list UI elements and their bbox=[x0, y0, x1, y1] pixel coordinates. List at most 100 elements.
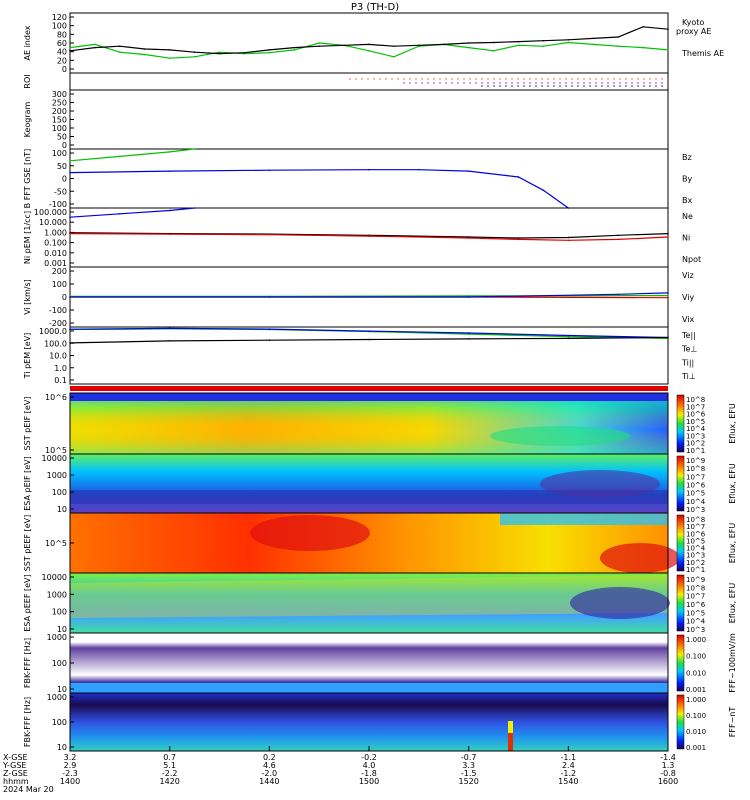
data-point bbox=[94, 46, 96, 49]
legend-label: Vix bbox=[682, 315, 695, 324]
legend-label: Te⊥ bbox=[681, 345, 697, 354]
y-axis-label: ESA pEEF [eV] bbox=[23, 574, 32, 631]
data-point bbox=[168, 57, 171, 60]
panel-frame-2 bbox=[69, 89, 669, 150]
roi-dot bbox=[553, 82, 555, 84]
roi-dot bbox=[553, 85, 555, 87]
roi-dot bbox=[535, 85, 537, 87]
roi-dot bbox=[655, 82, 657, 84]
data-point bbox=[119, 45, 121, 48]
roi-dot bbox=[607, 82, 609, 84]
roi-dot bbox=[493, 85, 495, 87]
roi-dot bbox=[649, 78, 651, 80]
footer-row-label: Z-GSE bbox=[3, 769, 28, 778]
legend-label: Bx bbox=[682, 196, 692, 205]
roi-dot bbox=[607, 78, 609, 80]
colorbar-tick-label: 10^7 bbox=[686, 593, 705, 601]
data-point bbox=[567, 38, 570, 41]
data-point bbox=[193, 207, 196, 209]
data-point bbox=[592, 37, 595, 40]
roi-dot bbox=[535, 78, 537, 80]
roi-dot bbox=[355, 78, 357, 80]
data-point bbox=[318, 42, 320, 44]
z-gse-value: -2.3 bbox=[62, 769, 78, 778]
colorbar-label: FFF~nT bbox=[728, 707, 737, 738]
y-tick-label: 0 bbox=[62, 175, 67, 184]
spectrogram-12 bbox=[70, 693, 668, 751]
legend-label: Viz bbox=[682, 271, 694, 280]
roi-dot bbox=[427, 82, 429, 84]
y-tick-label: 300 bbox=[52, 90, 67, 99]
roi-dot bbox=[511, 82, 513, 84]
roi-dot bbox=[367, 78, 369, 80]
colorbar-tick-label: 10^6 bbox=[686, 601, 706, 609]
roi-dot bbox=[415, 82, 417, 84]
data-point bbox=[467, 170, 470, 172]
roi-dot bbox=[577, 85, 579, 87]
data-point bbox=[69, 50, 71, 52]
colorbar-tick-label: 10^4 bbox=[686, 618, 706, 626]
data-point bbox=[617, 293, 619, 296]
colorbar-tick-label: 10^7 bbox=[686, 523, 705, 531]
roi-dot bbox=[547, 82, 549, 84]
data-point bbox=[642, 46, 644, 49]
status-strip bbox=[70, 386, 668, 391]
data-point bbox=[69, 160, 71, 162]
data-point bbox=[268, 169, 271, 172]
data-point bbox=[293, 49, 296, 51]
colorbar-tick-label: 10^6 bbox=[686, 482, 706, 490]
roi-dot bbox=[397, 78, 399, 80]
spectrogram-10 bbox=[70, 573, 668, 633]
roi-dot bbox=[661, 82, 663, 84]
data-point bbox=[119, 155, 121, 158]
roi-dot bbox=[481, 82, 483, 84]
legend-label: Ti⊥ bbox=[681, 372, 696, 381]
data-point bbox=[268, 296, 271, 298]
roi-dot bbox=[541, 78, 543, 80]
footer-row-label: X-GSE bbox=[3, 753, 28, 762]
x-gse-value: 3.2 bbox=[64, 753, 77, 762]
roi-dot bbox=[565, 78, 567, 80]
y-axis-label: ESA pEIF [eV] bbox=[23, 456, 32, 511]
data-point bbox=[567, 41, 570, 44]
spectrogram-band bbox=[70, 490, 668, 504]
legend-label: Bz bbox=[682, 153, 692, 162]
data-point bbox=[69, 171, 71, 174]
time-tick-label: 1520 bbox=[458, 777, 478, 786]
colorbar-tick-label: 0.001 bbox=[686, 744, 706, 752]
y-axis-label: Ni pEM [1/cc] bbox=[23, 211, 32, 264]
data-point bbox=[119, 213, 121, 215]
colorbar-tick-label: 10^1 bbox=[686, 566, 705, 574]
data-point bbox=[393, 45, 395, 48]
roi-dot bbox=[571, 85, 573, 87]
roi-dot bbox=[403, 78, 405, 80]
data-point bbox=[567, 335, 570, 338]
colorbar-tick-label: 10^5 bbox=[686, 418, 705, 426]
spectrogram-blob bbox=[600, 543, 680, 573]
y-gse-value: 2.4 bbox=[562, 761, 575, 770]
colorbar-tick-label: 10^4 bbox=[686, 425, 706, 433]
roi-dot bbox=[613, 78, 615, 80]
data-point bbox=[467, 333, 470, 335]
y-tick-label: 40 bbox=[57, 48, 67, 57]
roi-dot bbox=[619, 85, 621, 87]
y-tick-label: -200 bbox=[49, 319, 67, 328]
y-tick-label: 100 bbox=[52, 149, 67, 158]
colorbar-tick-label: 10^5 bbox=[686, 537, 705, 545]
panel-frame-1 bbox=[69, 72, 669, 91]
data-point bbox=[393, 56, 395, 58]
roi-dot bbox=[409, 78, 411, 80]
colorbar-tick-label: 10^3 bbox=[686, 626, 705, 634]
y-tick-label: 60 bbox=[57, 39, 67, 48]
roi-dot bbox=[631, 85, 633, 87]
data-point bbox=[467, 296, 470, 298]
roi-dot bbox=[379, 78, 381, 80]
colorbar-tick-label: 10^3 bbox=[686, 506, 705, 514]
y-axis-label: ROI bbox=[23, 74, 32, 88]
y-gse-value: 2.9 bbox=[64, 761, 77, 770]
data-point bbox=[617, 36, 619, 38]
roi-dot bbox=[517, 85, 519, 87]
roi-dot bbox=[637, 78, 639, 80]
y-tick-label: 100 bbox=[52, 608, 67, 617]
